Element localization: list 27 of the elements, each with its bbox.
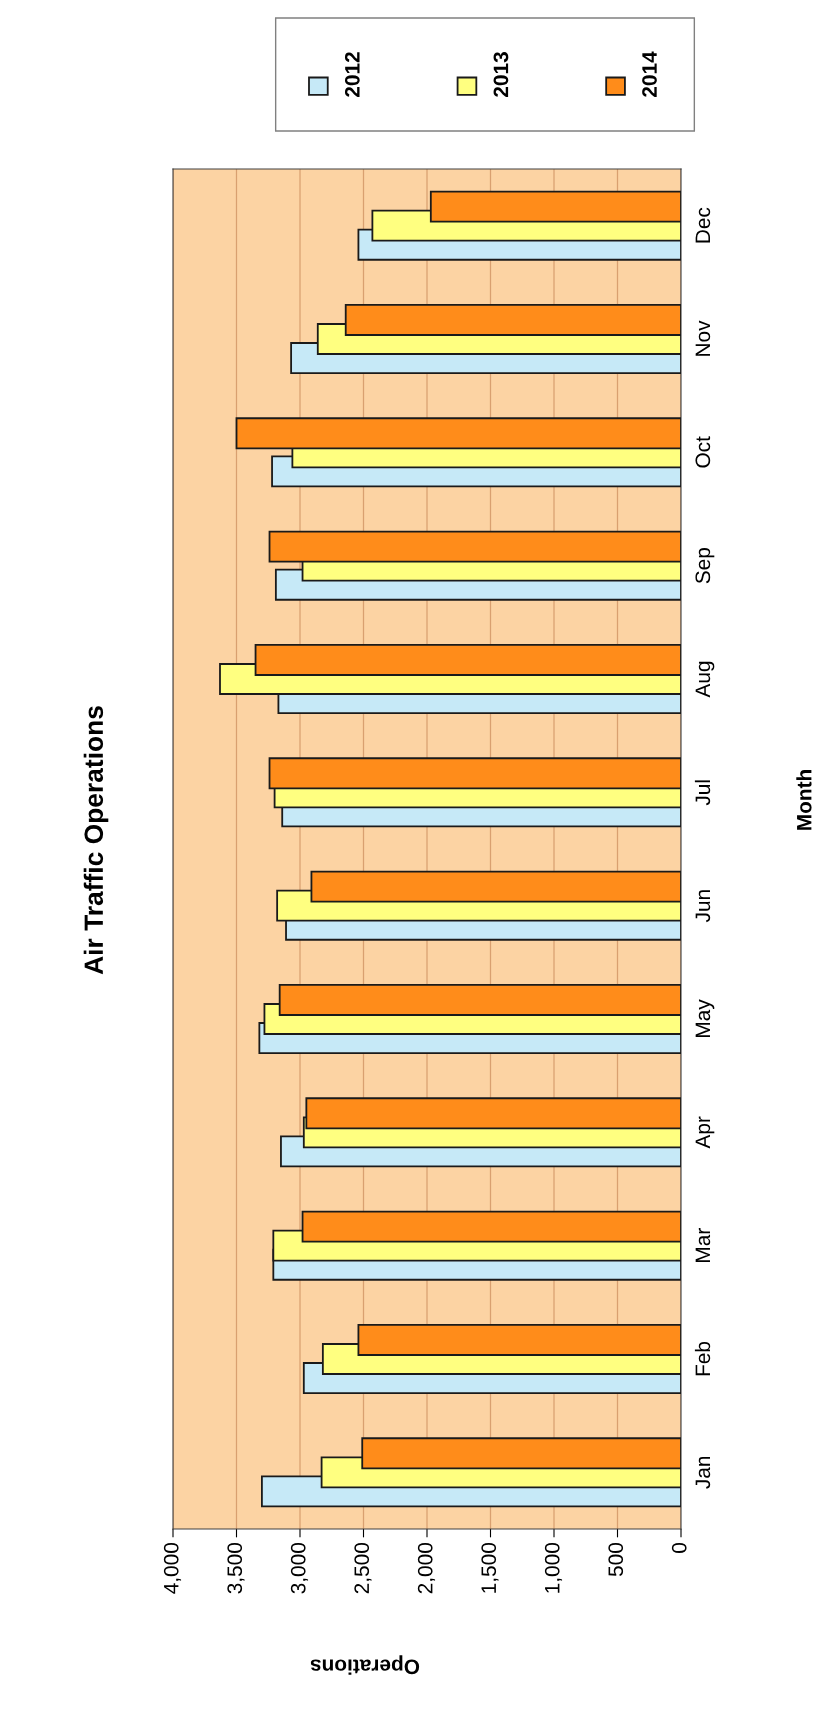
x-tick-label: 500 [608,1543,624,1577]
legend-label: 2013 [493,52,509,97]
x-tick-label: 2,500 [354,1543,372,1594]
text: Air Traffic Operations [83,706,109,975]
y-tick-label: Oct [695,436,711,468]
x-tick-label: 3,000 [290,1543,309,1594]
x-tick-label: 1,500 [481,1543,499,1593]
y-tick-label: Jan [695,1456,711,1489]
x-tick-label: 2,000 [417,1543,436,1594]
x-axis-title: Operations [310,1655,420,1675]
legend-label: 2014 [642,51,657,97]
y-tick-label: Apr [695,1116,715,1149]
y-tick-label: Sep [695,548,715,584]
y-tick-label: May [695,999,715,1037]
y-axis-title: Month [796,770,812,830]
x-tick-label: 1,000 [544,1543,563,1593]
legend-label: 2012 [344,52,360,97]
y-tick-label: Nov [695,320,711,356]
y-tick-label: Aug [695,661,715,698]
x-tick-label: 4,000 [163,1543,182,1594]
x-tick-label: 3,500 [227,1543,245,1594]
y-tick-label: Jul [694,780,711,806]
x-tick-label: 0 [671,1543,687,1553]
y-tick-label: Mar [695,1228,711,1262]
y-tick-label: Feb [694,1341,711,1376]
y-tick-label: Jun [695,890,711,923]
y-tick-label: Dec [695,207,711,243]
